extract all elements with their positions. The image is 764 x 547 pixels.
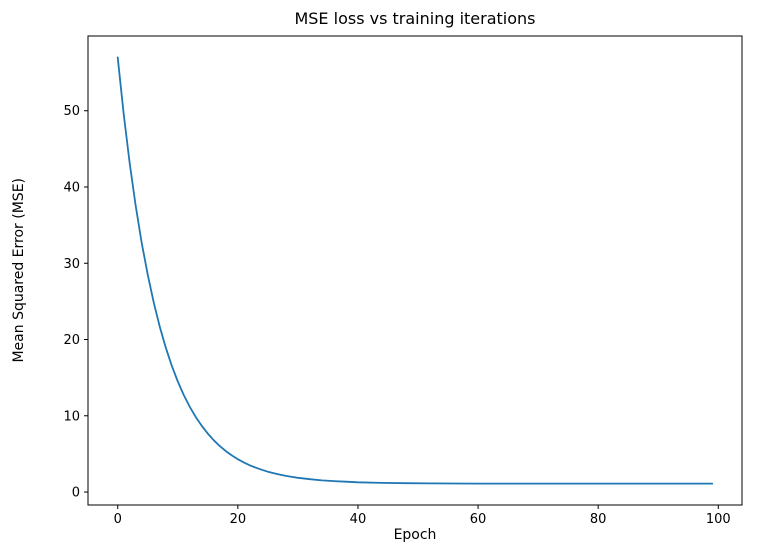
y-axis-label: Mean Squared Error (MSE) [11, 178, 27, 363]
y-axis-label-wrap: Mean Squared Error (MSE) [8, 36, 30, 505]
x-axis-label: Epoch [393, 527, 437, 543]
y-tick-label: 10 [63, 409, 80, 424]
x-tick-label: 0 [114, 512, 122, 527]
chart-title: MSE loss vs training iterations [294, 9, 536, 28]
y-tick-label: 30 [63, 257, 80, 272]
y-tick-label: 0 [72, 486, 80, 501]
plot-border [87, 35, 743, 506]
y-tick-label: 50 [63, 104, 80, 119]
x-tick-label: 20 [230, 512, 247, 527]
x-tick-label: 100 [706, 512, 731, 527]
y-tick-label: 40 [63, 180, 80, 195]
y-tick-label: 20 [63, 333, 80, 348]
x-tick-label: 80 [590, 512, 607, 527]
loss-curve [116, 56, 714, 485]
x-tick-label: 60 [470, 512, 487, 527]
x-tick-label: 40 [350, 512, 367, 527]
